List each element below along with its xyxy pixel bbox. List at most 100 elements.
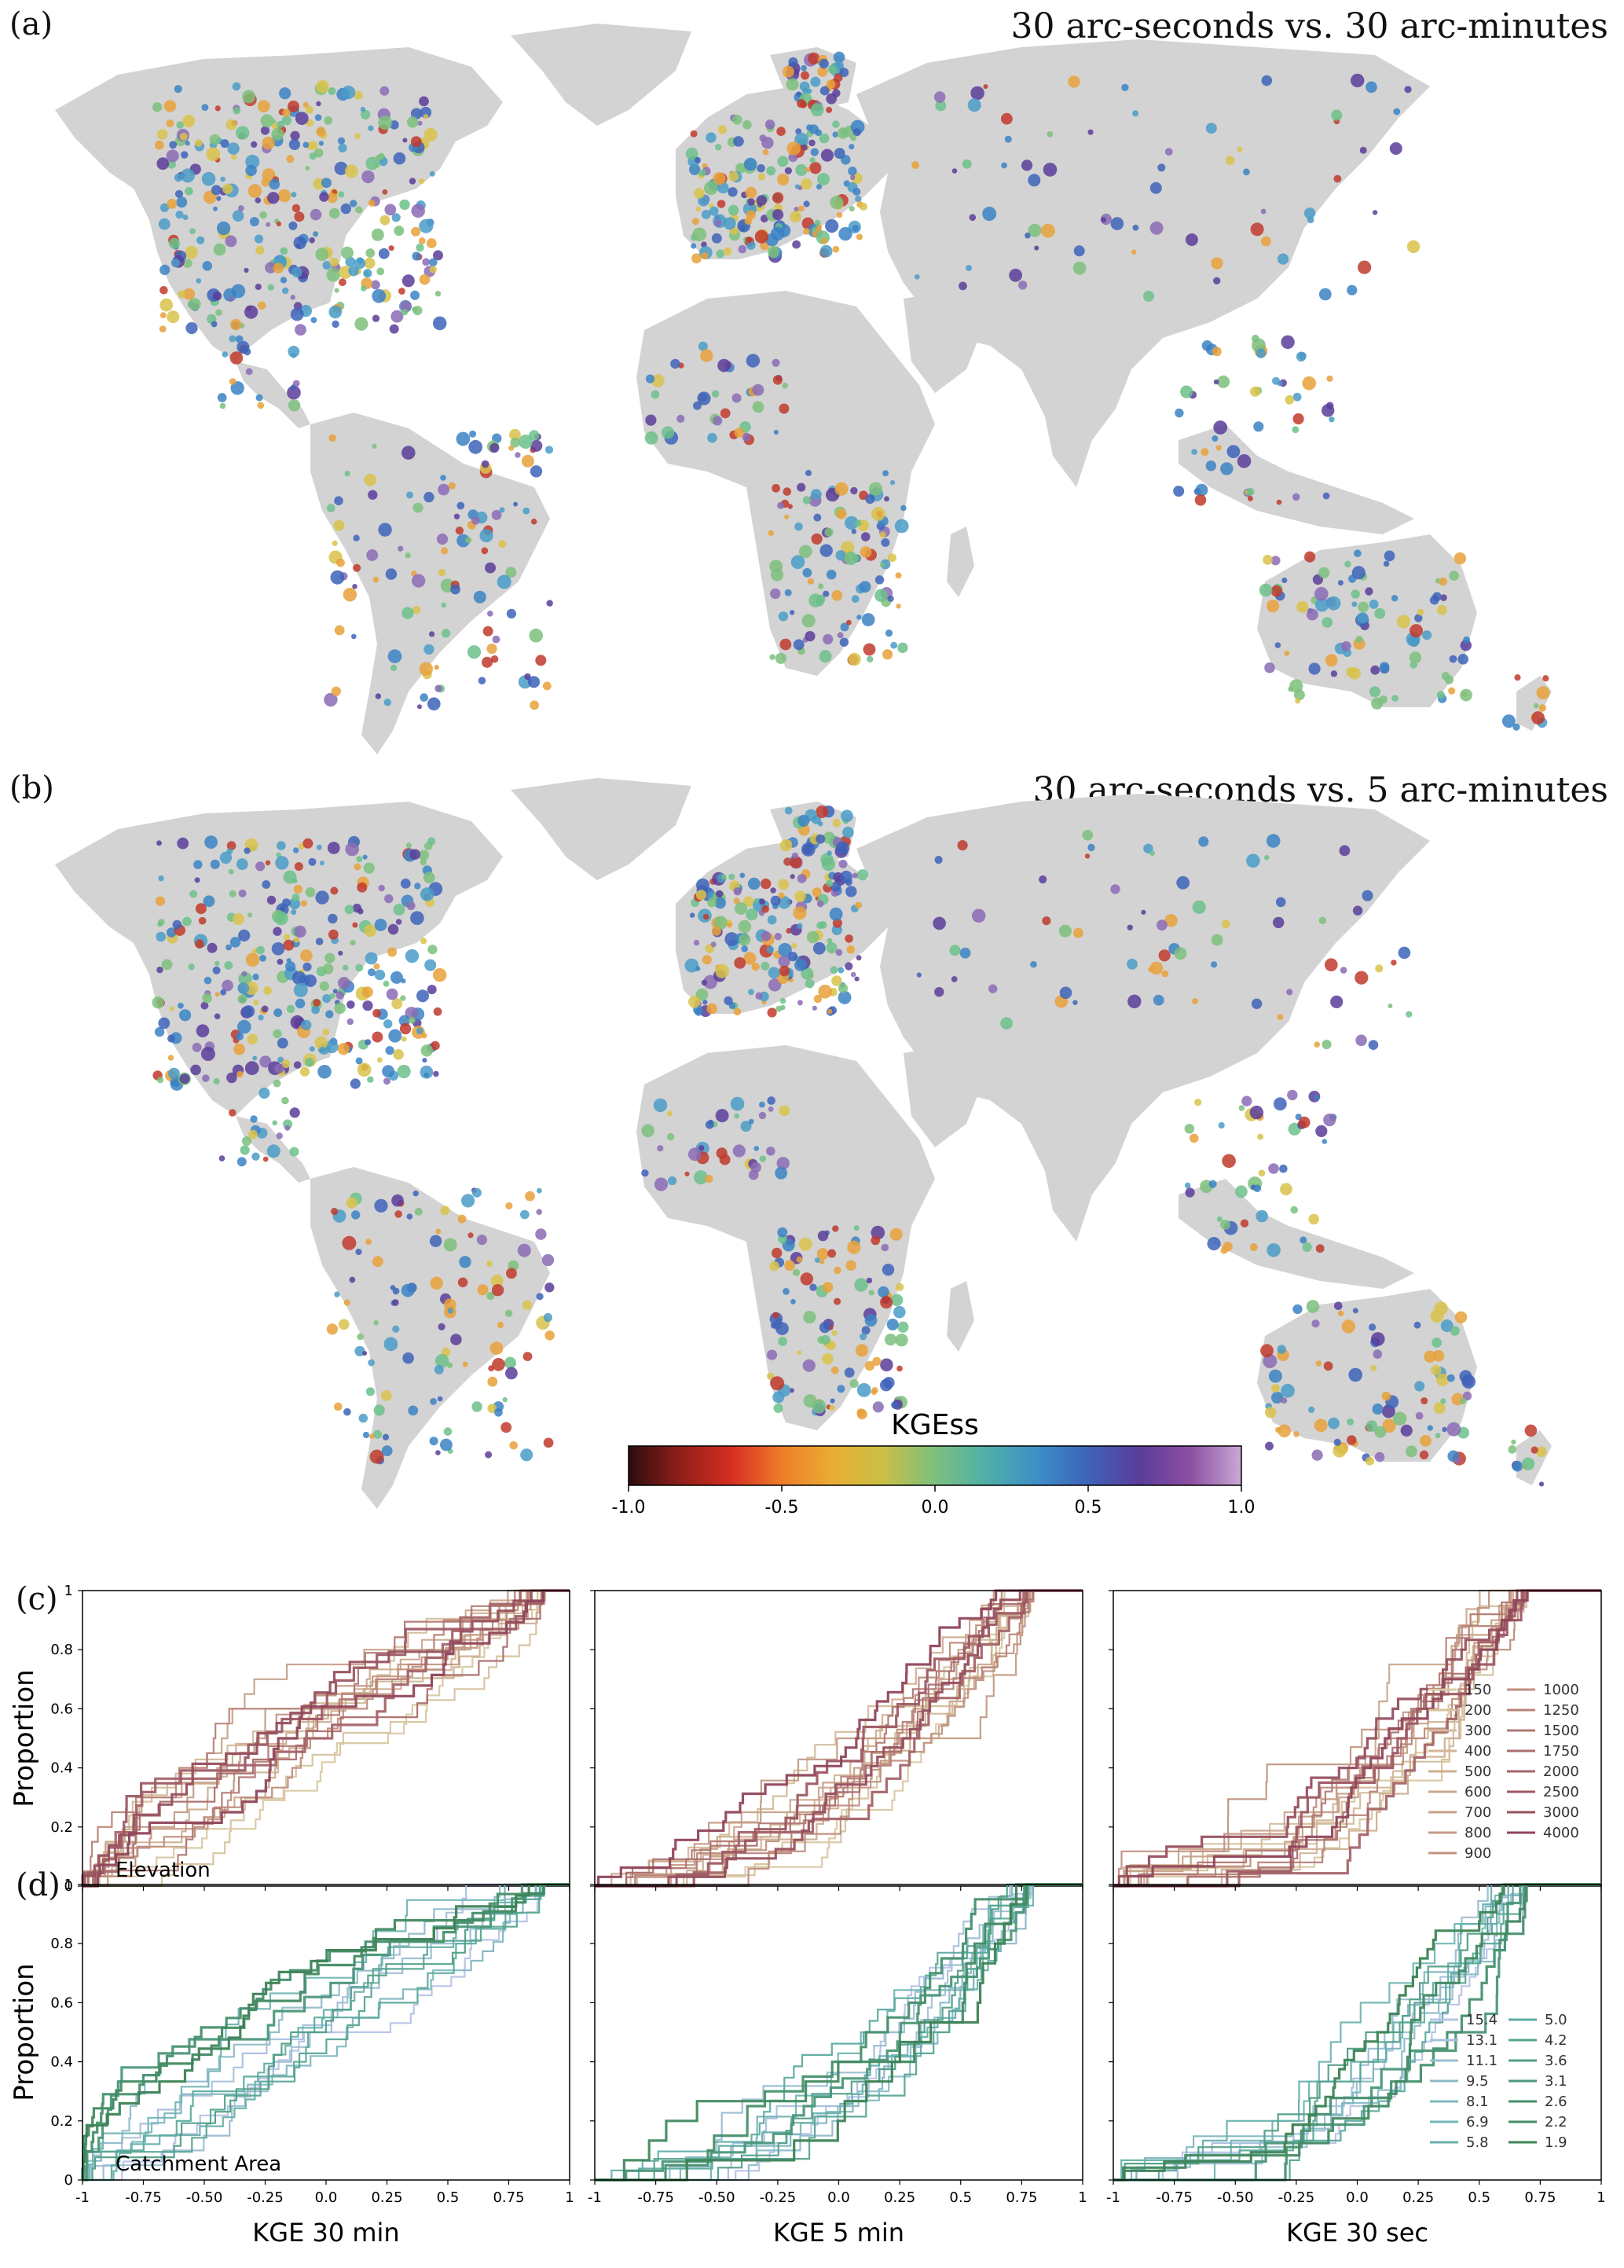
- map-b-station-dot: [790, 874, 795, 879]
- map-b-station-dot: [382, 1433, 390, 1440]
- cdf-series-line: [81, 1589, 570, 1888]
- map-a-station-dot: [399, 199, 410, 211]
- map-b-station-dot: [1164, 914, 1178, 927]
- map-b-station-dot: [830, 1366, 839, 1374]
- map-b-station-dot: [864, 1314, 878, 1327]
- map-b-station-dot: [951, 976, 958, 982]
- cdf-series-line: [1113, 1883, 1601, 2182]
- map-b-station-dot: [845, 962, 853, 971]
- cdf-series-line: [1113, 1589, 1601, 1888]
- map-a-station-dot: [792, 240, 801, 249]
- map-a-station-dot: [434, 684, 442, 692]
- map-a-station-dot: [772, 375, 783, 385]
- map-a-station-dot: [1247, 495, 1253, 501]
- map-b-station-dot: [156, 967, 163, 974]
- map-b-station-dot: [889, 1228, 903, 1241]
- map-b-station-dot: [860, 1333, 867, 1341]
- map-b-station-dot: [761, 930, 772, 941]
- map-a-station-dot: [1365, 587, 1373, 596]
- map-b-station-dot: [714, 897, 726, 909]
- map-a-station-dot: [433, 250, 443, 261]
- map-a-landmass: [236, 361, 310, 428]
- map-b-station-dot: [437, 1396, 443, 1402]
- map-b-station-dot: [829, 1404, 835, 1411]
- map-a-station-dot: [419, 273, 431, 285]
- map-b-station-dot: [1220, 1220, 1230, 1230]
- map-b-station-dot: [326, 1323, 338, 1335]
- map-a-station-dot: [1307, 216, 1314, 224]
- map-a-station-dot: [959, 281, 967, 291]
- map-b-station-dot: [1446, 1422, 1461, 1437]
- map-b-station-dot: [192, 1042, 202, 1052]
- map-a-station-dot: [819, 650, 832, 663]
- map-a-station-dot: [442, 629, 451, 638]
- map-b-station-dot: [1339, 845, 1351, 857]
- map-a-station-dot: [236, 126, 250, 140]
- map-a-station-dot: [419, 218, 434, 233]
- map-a-station-dot: [856, 233, 863, 240]
- map-b-station-dot: [494, 1407, 503, 1417]
- map-a-station-dot: [294, 211, 305, 222]
- map-b-station-dot: [880, 1296, 893, 1309]
- map-b-station-dot: [301, 1019, 312, 1030]
- map-b-station-dot: [387, 947, 398, 957]
- map-b-station-dot: [1419, 1450, 1429, 1459]
- map-b-station-dot: [420, 1065, 434, 1079]
- map-a-station-dot: [1191, 449, 1197, 455]
- map-a-station-dot: [1261, 236, 1271, 247]
- map-a-station-dot: [412, 251, 421, 261]
- map-b-station-dot: [759, 1155, 766, 1162]
- legend-label: 1750: [1543, 1743, 1579, 1760]
- map-a-station-dot: [833, 51, 845, 64]
- map-b-station-dot: [830, 881, 841, 892]
- map-a-stations: [152, 51, 1550, 731]
- map-a-station-dot: [455, 527, 464, 535]
- map-b-station-dot: [740, 1121, 752, 1132]
- map-b-station-dot: [544, 1330, 555, 1341]
- map-a-station-dot: [1366, 81, 1377, 94]
- map-b-station-dot: [711, 926, 721, 936]
- map-b-station-dot: [1268, 1369, 1282, 1383]
- map-b-station-dot: [1373, 1349, 1383, 1359]
- map-a-station-dot: [1330, 670, 1338, 677]
- map-a-station-dot: [327, 193, 338, 204]
- map-a-station-dot: [402, 138, 408, 143]
- map-b-station-dot: [431, 1040, 440, 1051]
- legend-label: 9.5: [1466, 2073, 1489, 2090]
- map-b-station-dot: [827, 1008, 833, 1015]
- map-b-landmass: [947, 1281, 974, 1352]
- map-b-station-dot: [891, 1401, 899, 1409]
- map-b-landmass: [1179, 1179, 1414, 1289]
- map-a-station-dot: [354, 133, 361, 140]
- map-a-station-dot: [176, 121, 184, 129]
- map-b-station-dot: [316, 844, 322, 850]
- cdf-series-line: [1113, 1589, 1601, 1888]
- map-a-station-dot: [316, 127, 326, 137]
- map-b-station-dot: [244, 982, 258, 996]
- map-b-station-dot: [803, 1310, 816, 1324]
- map-a-station-dot: [770, 568, 784, 582]
- map-b-station-dot: [1450, 1326, 1460, 1336]
- map-a-station-dot: [176, 196, 188, 208]
- map-a-station-dot: [967, 98, 981, 112]
- map-b-station-dot: [305, 1058, 314, 1067]
- map-b-station-dot: [838, 967, 845, 974]
- map-a-station-dot: [834, 148, 845, 160]
- map-a-station-dot: [364, 257, 376, 269]
- map-a-station-dot: [202, 261, 213, 271]
- map-b-station-dot: [751, 963, 760, 971]
- map-b-station-dot: [543, 1437, 554, 1448]
- map-b-station-dot: [1460, 1397, 1467, 1404]
- map-a-station-dot: [196, 236, 205, 244]
- map-b-station-dot: [776, 1157, 790, 1170]
- map-a-station-dot: [175, 211, 184, 219]
- map-a-station-dot: [233, 106, 241, 115]
- map-b-station-dot: [768, 967, 780, 979]
- map-b-station-dot: [256, 945, 265, 955]
- map-a-station-dot: [706, 132, 717, 143]
- map-b-station-dot: [850, 971, 856, 978]
- map-a-station-dot: [481, 460, 489, 468]
- map-a-station-dot: [222, 351, 228, 358]
- map-b-station-dot: [1322, 1139, 1328, 1144]
- map-b-station-dot: [1382, 1418, 1396, 1433]
